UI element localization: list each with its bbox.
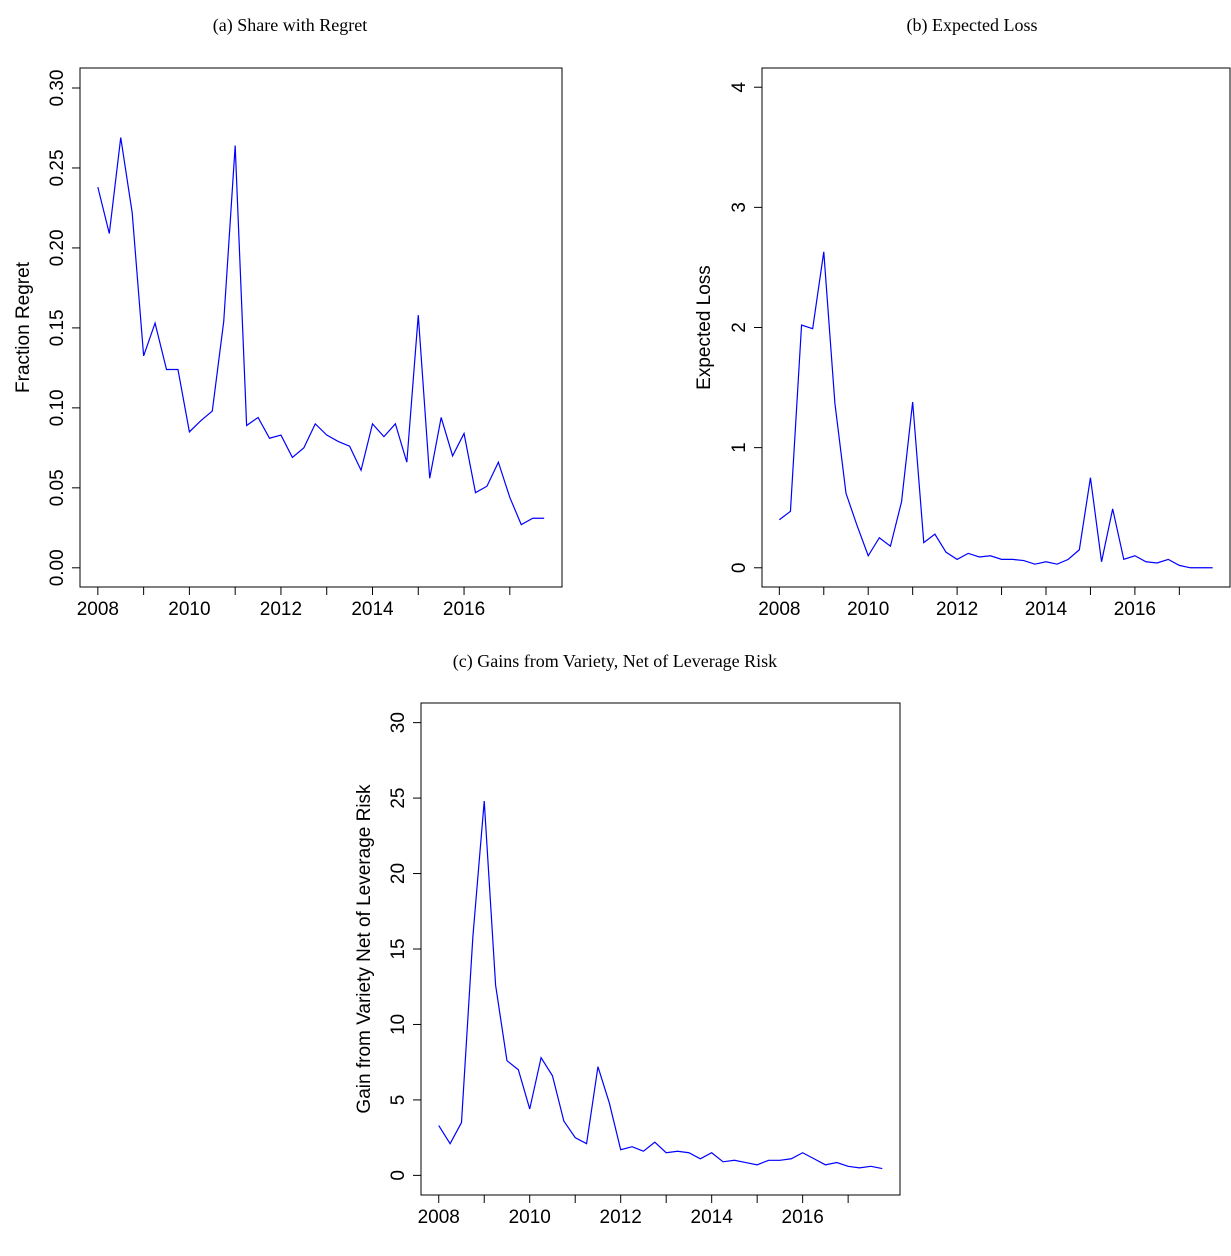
y-tick-label: 3 <box>729 202 750 213</box>
y-tick-label: 10 <box>388 1014 409 1035</box>
chart-title: (c) Gains from Variety, Net of Leverage … <box>453 651 777 672</box>
x-tick-label: 2014 <box>351 599 394 620</box>
x-tick-label: 2008 <box>418 1207 460 1228</box>
y-axis-label: Expected Loss <box>694 265 715 390</box>
x-tick-label: 2014 <box>1025 599 1068 620</box>
y-axis-label: Fraction Regret <box>13 261 34 393</box>
x-tick-label: 2012 <box>600 1207 642 1228</box>
y-tick-label: 2 <box>729 322 750 333</box>
x-tick-label: 2012 <box>260 599 302 620</box>
x-tick-label: 2010 <box>168 599 210 620</box>
x-tick-label: 2012 <box>936 599 978 620</box>
data-line <box>778 251 1213 569</box>
y-tick-label: 4 <box>729 82 750 93</box>
x-tick-label: 2016 <box>782 1207 824 1228</box>
y-tick-label: 0.10 <box>47 389 68 426</box>
y-tick-label: 0.00 <box>47 549 68 586</box>
y-tick-label: 0.20 <box>47 229 68 266</box>
x-tick-label: 2010 <box>847 599 889 620</box>
x-tick-label: 2014 <box>691 1207 734 1228</box>
y-tick-label: 0.05 <box>47 469 68 506</box>
y-tick-label: 0 <box>729 562 750 573</box>
y-tick-label: 30 <box>388 712 409 733</box>
x-tick-label: 2016 <box>1114 599 1156 620</box>
plot-frame <box>79 67 563 588</box>
y-tick-label: 20 <box>388 863 409 884</box>
x-tick-label: 2016 <box>443 599 485 620</box>
x-tick-label: 2008 <box>77 599 119 620</box>
y-tick-label: 5 <box>388 1095 409 1106</box>
y-axis-label: Gain from Variety Net of Leverage Risk <box>354 784 375 1114</box>
chart-title: (b) Expected Loss <box>907 15 1038 36</box>
y-tick-label: 25 <box>388 788 409 809</box>
x-tick-label: 2008 <box>758 599 800 620</box>
data-line <box>97 137 545 526</box>
y-tick-label: 0.25 <box>47 149 68 186</box>
x-tick-label: 2010 <box>509 1207 551 1228</box>
y-tick-label: 0 <box>388 1170 409 1181</box>
y-tick-label: 0.30 <box>47 70 68 107</box>
y-tick-label: 15 <box>388 938 409 959</box>
y-tick-label: 1 <box>729 442 750 453</box>
chart-title: (a) Share with Regret <box>213 15 367 36</box>
data-line <box>438 801 883 1170</box>
plot-frame <box>761 67 1231 588</box>
y-tick-label: 0.15 <box>47 309 68 346</box>
